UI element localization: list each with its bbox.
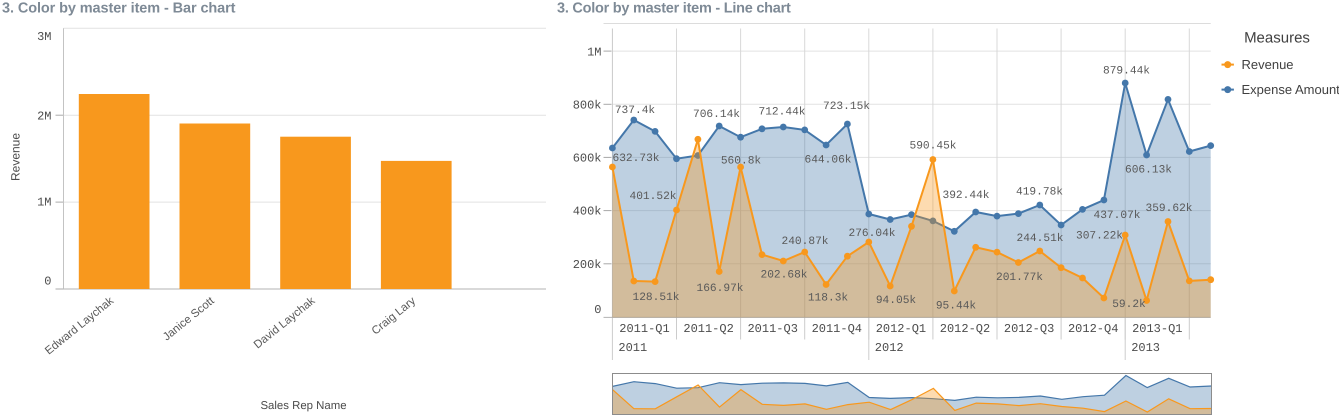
svg-text:712.44k: 712.44k: [759, 106, 806, 119]
svg-text:3. Color by master item - Line: 3. Color by master item - Line chart: [557, 1, 791, 17]
svg-text:Revenue: Revenue: [1242, 57, 1294, 72]
svg-text:166.97k: 166.97k: [697, 282, 744, 295]
svg-text:632.73k: 632.73k: [613, 152, 660, 165]
svg-text:2013-Q1: 2013-Q1: [1132, 322, 1182, 336]
svg-text:118.3k: 118.3k: [808, 292, 849, 305]
svg-text:0: 0: [594, 303, 601, 317]
svg-text:437.07k: 437.07k: [1094, 209, 1141, 222]
svg-text:606.13k: 606.13k: [1125, 164, 1172, 177]
svg-text:3M: 3M: [37, 30, 51, 44]
svg-text:95.44k: 95.44k: [936, 300, 977, 313]
svg-text:1M: 1M: [37, 196, 51, 210]
svg-text:201.77k: 201.77k: [996, 271, 1043, 284]
svg-text:2011-Q1: 2011-Q1: [619, 322, 669, 336]
svg-text:2013: 2013: [1131, 341, 1160, 355]
svg-text:392.44k: 392.44k: [943, 189, 990, 202]
svg-text:2012-Q3: 2012-Q3: [1004, 322, 1054, 336]
svg-text:240.87k: 240.87k: [782, 235, 829, 248]
svg-text:2011-Q2: 2011-Q2: [683, 322, 733, 336]
svg-text:3. Color by master item - Bar: 3. Color by master item - Bar chart: [2, 1, 236, 17]
svg-text:401.52k: 401.52k: [630, 190, 677, 203]
svg-text:Revenue: Revenue: [9, 133, 23, 181]
svg-text:2011-Q4: 2011-Q4: [812, 322, 862, 336]
svg-text:879.44k: 879.44k: [1103, 64, 1150, 77]
svg-text:723.15k: 723.15k: [823, 100, 870, 113]
svg-text:276.04k: 276.04k: [849, 227, 896, 240]
svg-text:Measures: Measures: [1244, 30, 1310, 47]
svg-text:2012-Q1: 2012-Q1: [876, 322, 926, 336]
svg-text:200k: 200k: [573, 258, 602, 272]
svg-text:Sales Rep Name: Sales Rep Name: [260, 400, 346, 412]
svg-text:400k: 400k: [573, 205, 602, 219]
svg-text:94.05k: 94.05k: [876, 294, 917, 307]
svg-text:202.68k: 202.68k: [761, 269, 808, 282]
svg-text:2011-Q3: 2011-Q3: [747, 322, 797, 336]
svg-text:307.22k: 307.22k: [1076, 230, 1123, 243]
svg-text:0: 0: [44, 275, 51, 289]
svg-text:419.78k: 419.78k: [1016, 186, 1063, 199]
svg-text:644.06k: 644.06k: [805, 154, 852, 167]
svg-text:128.51k: 128.51k: [633, 291, 680, 304]
svg-text:2M: 2M: [37, 109, 51, 123]
svg-text:590.45k: 590.45k: [910, 140, 957, 153]
svg-text:706.14k: 706.14k: [693, 108, 740, 121]
svg-text:737.4k: 737.4k: [615, 104, 656, 117]
svg-text:2011: 2011: [618, 341, 647, 355]
svg-text:560.8k: 560.8k: [721, 155, 762, 168]
svg-text:244.51k: 244.51k: [1017, 232, 1064, 245]
svg-text:2012-Q4: 2012-Q4: [1068, 322, 1118, 336]
svg-text:1M: 1M: [587, 45, 601, 59]
svg-text:359.62k: 359.62k: [1146, 202, 1193, 215]
svg-text:800k: 800k: [573, 98, 602, 112]
svg-text:Expense Amount: Expense Amount: [1242, 82, 1339, 97]
svg-text:59.2k: 59.2k: [1112, 298, 1146, 311]
svg-text:2012: 2012: [875, 341, 904, 355]
svg-text:2012-Q2: 2012-Q2: [940, 322, 990, 336]
svg-text:600k: 600k: [573, 152, 602, 166]
